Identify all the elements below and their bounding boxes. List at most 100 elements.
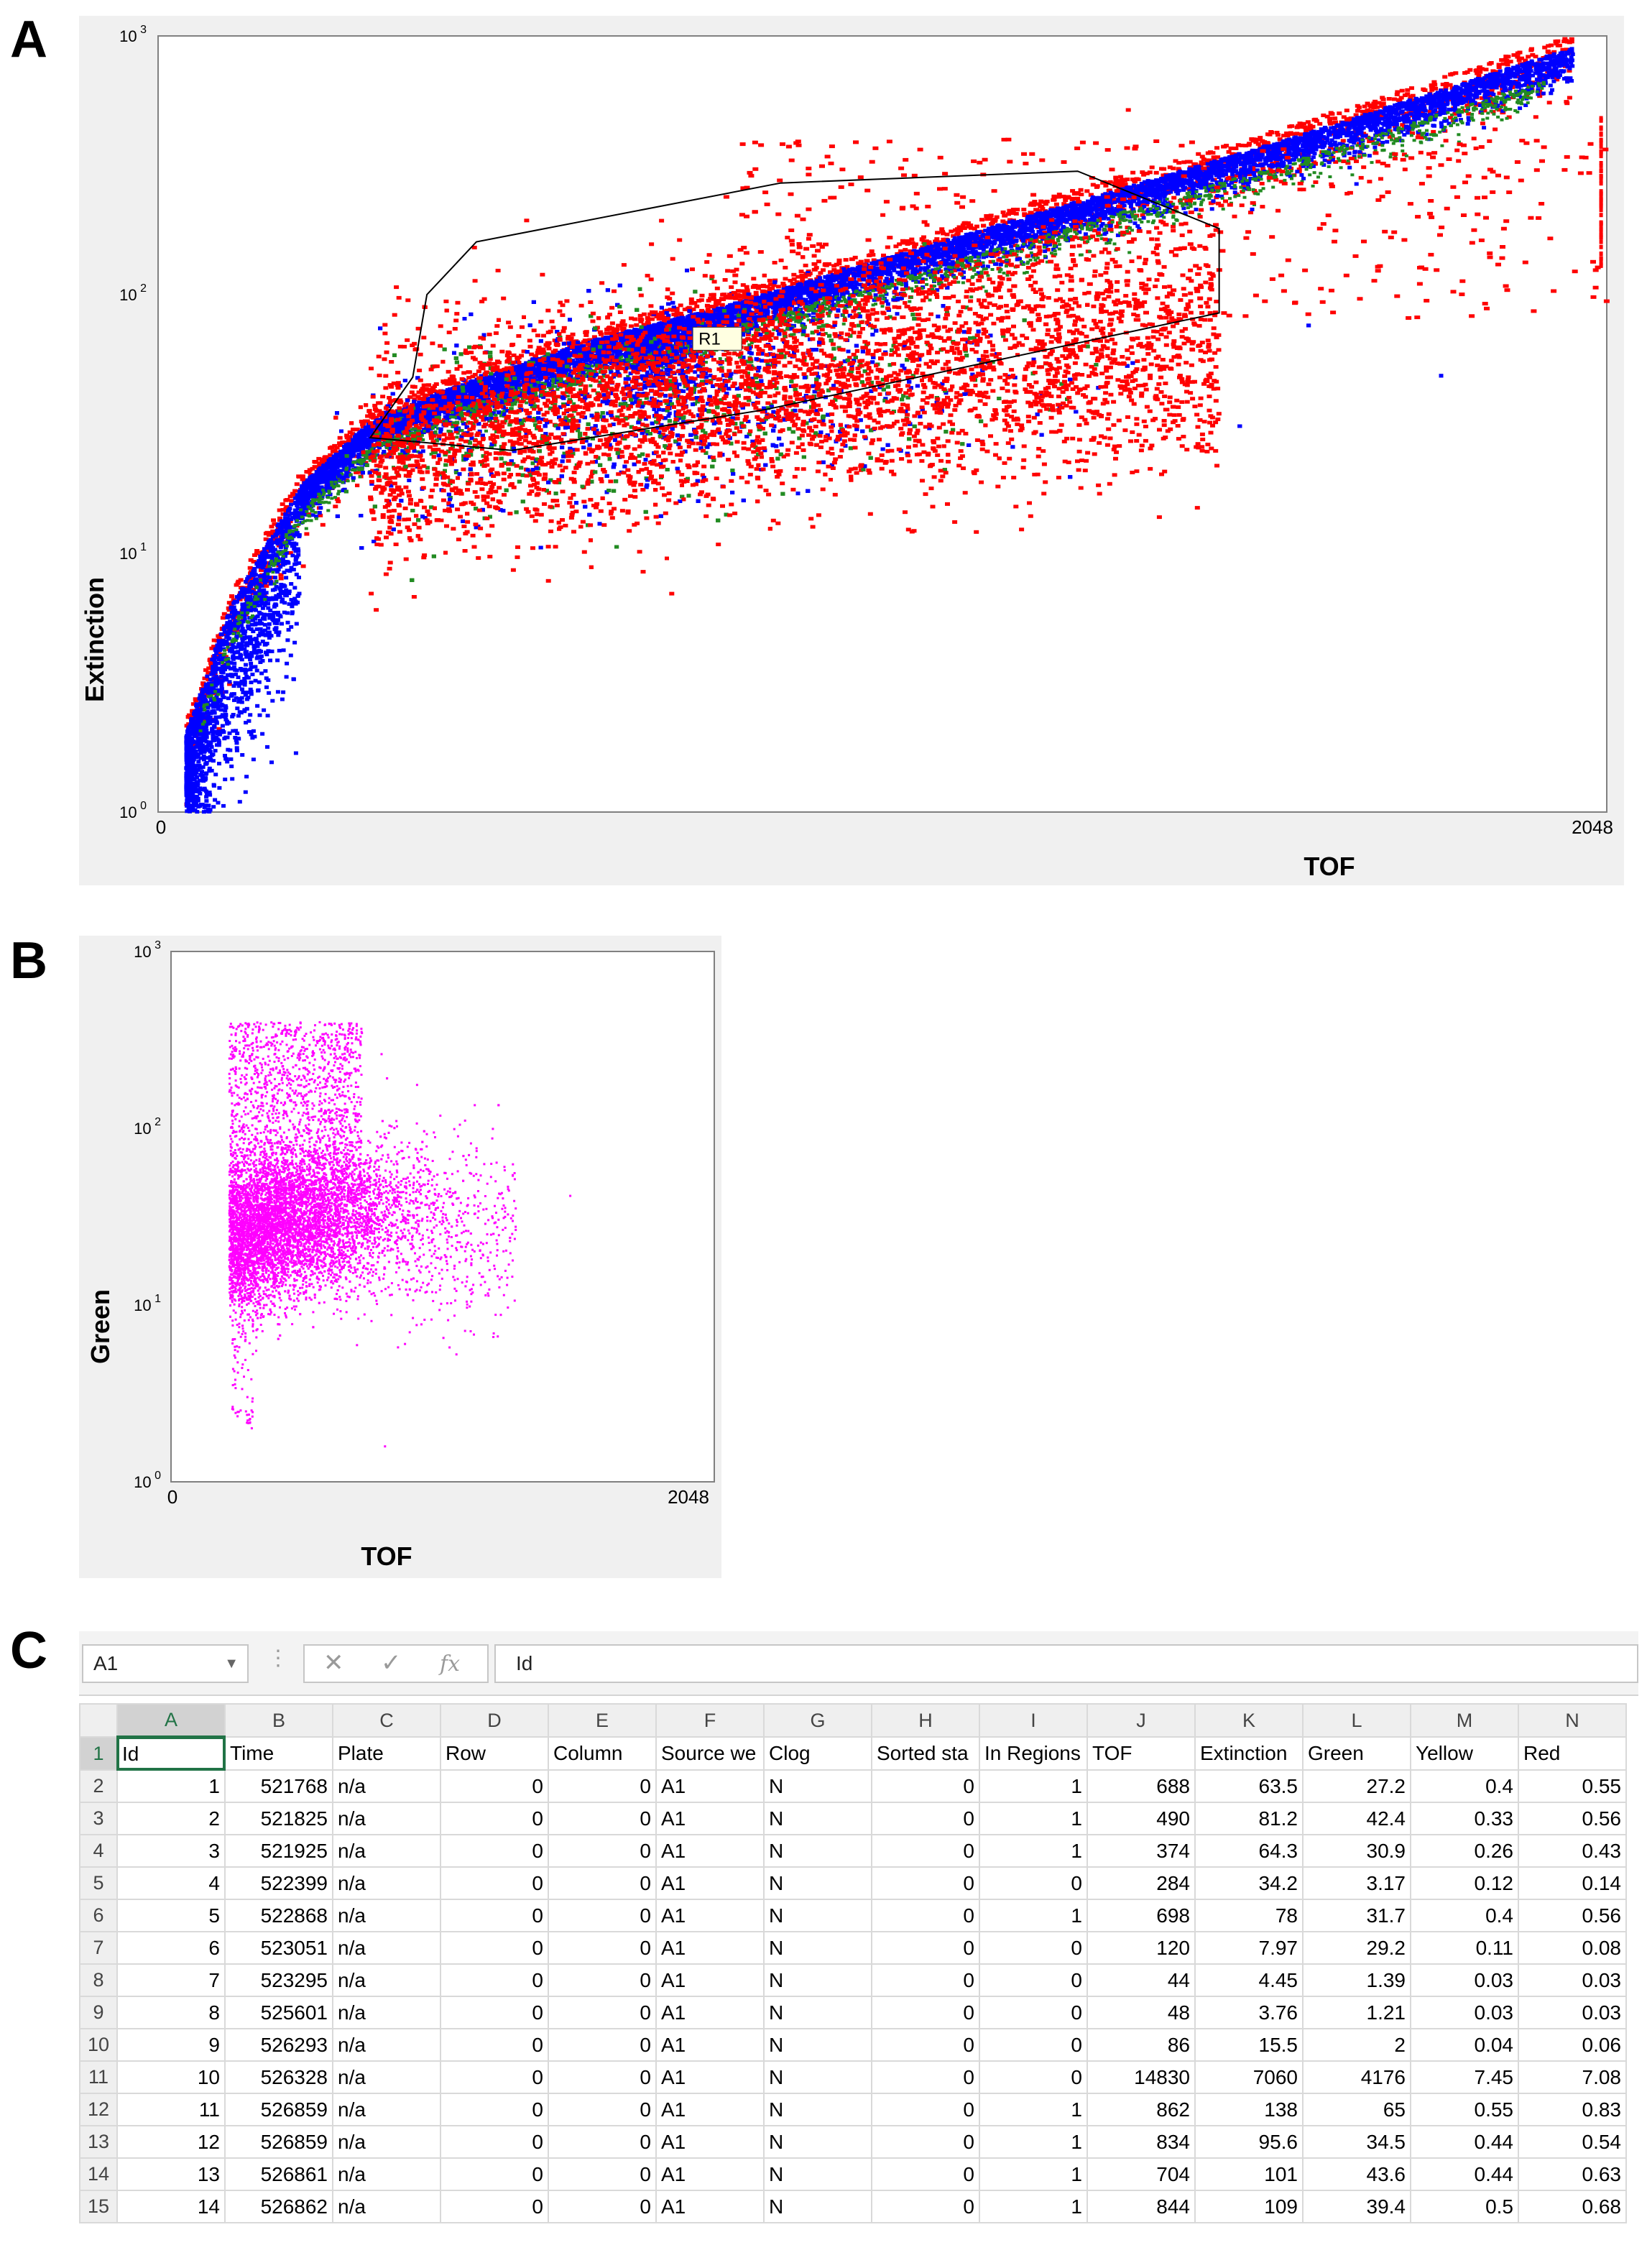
table-cell[interactable]: A1	[655, 1931, 765, 1965]
table-cell[interactable]: n/a	[332, 2157, 441, 2191]
table-cell[interactable]: 0.12	[1410, 1866, 1519, 1900]
table-cell[interactable]: 15.5	[1194, 2028, 1304, 2062]
table-cell[interactable]: A1	[655, 2093, 765, 2126]
row-header[interactable]: 7	[79, 1931, 118, 1965]
table-cell[interactable]: N	[763, 2028, 872, 2062]
table-cell[interactable]: Clog	[763, 1736, 872, 1771]
table-cell[interactable]: 3.17	[1302, 1866, 1411, 1900]
table-cell[interactable]: 0	[979, 1963, 1088, 1997]
column-header-b[interactable]: B	[224, 1703, 333, 1738]
table-cell[interactable]: N	[763, 1899, 872, 1932]
table-cell[interactable]: 0.14	[1518, 1866, 1627, 1900]
table-cell[interactable]: 0.03	[1410, 1963, 1519, 1997]
table-cell[interactable]: 0	[440, 1866, 549, 1900]
table-cell[interactable]: 0	[548, 2060, 657, 2094]
table-cell[interactable]: 526861	[224, 2157, 333, 2191]
table-cell[interactable]: 5	[116, 1899, 226, 1932]
table-cell[interactable]: N	[763, 2060, 872, 2094]
table-cell[interactable]: 0.33	[1410, 1802, 1519, 1835]
table-cell[interactable]: 0	[548, 1802, 657, 1835]
table-cell[interactable]: n/a	[332, 2028, 441, 2062]
table-cell[interactable]: N	[763, 1963, 872, 1997]
cancel-icon[interactable]: ✕	[323, 1649, 344, 1677]
table-cell[interactable]: N	[763, 1834, 872, 1868]
table-cell[interactable]: A1	[655, 1834, 765, 1868]
table-cell[interactable]: 0	[440, 2060, 549, 2094]
table-cell[interactable]: A1	[655, 1866, 765, 1900]
column-header-e[interactable]: E	[548, 1703, 657, 1738]
table-cell[interactable]: 0.04	[1410, 2028, 1519, 2062]
column-header-k[interactable]: K	[1194, 1703, 1304, 1738]
row-header[interactable]: 15	[79, 2190, 118, 2223]
table-cell[interactable]: 31.7	[1302, 1899, 1411, 1932]
table-cell[interactable]: 0.06	[1518, 2028, 1627, 2062]
table-cell[interactable]: A1	[655, 1802, 765, 1835]
table-cell[interactable]: 7	[116, 1963, 226, 1997]
table-cell[interactable]: 0.03	[1518, 1963, 1627, 1997]
table-cell[interactable]: 374	[1087, 1834, 1196, 1868]
table-cell[interactable]: A1	[655, 2190, 765, 2223]
table-cell[interactable]: 65	[1302, 2093, 1411, 2126]
table-cell[interactable]: 138	[1194, 2093, 1304, 2126]
table-cell[interactable]: 8	[116, 1996, 226, 2029]
table-cell[interactable]: 526328	[224, 2060, 333, 2094]
table-cell[interactable]: Column	[548, 1736, 657, 1771]
table-cell[interactable]: 0	[979, 1996, 1088, 2029]
column-header-h[interactable]: H	[871, 1703, 980, 1738]
table-cell[interactable]: 63.5	[1194, 1769, 1304, 1803]
table-cell[interactable]: 0.56	[1518, 1899, 1627, 1932]
table-cell[interactable]: 0.11	[1410, 1931, 1519, 1965]
table-cell[interactable]: Source we	[655, 1736, 765, 1771]
table-cell[interactable]: 688	[1087, 1769, 1196, 1803]
table-cell[interactable]: A1	[655, 1963, 765, 1997]
table-cell[interactable]: Row	[440, 1736, 549, 1771]
table-cell[interactable]: N	[763, 2190, 872, 2223]
row-header[interactable]: 11	[79, 2060, 118, 2094]
table-cell[interactable]: 0.03	[1518, 1996, 1627, 2029]
table-cell[interactable]: Plate	[332, 1736, 441, 1771]
column-header-f[interactable]: F	[655, 1703, 765, 1738]
table-cell[interactable]: 0.54	[1518, 2125, 1627, 2159]
table-cell[interactable]: N	[763, 1996, 872, 2029]
table-cell[interactable]: 0	[548, 2157, 657, 2191]
table-cell[interactable]: 27.2	[1302, 1769, 1411, 1803]
table-cell[interactable]: 0.03	[1410, 1996, 1519, 2029]
table-cell[interactable]: 0	[871, 1834, 980, 1868]
table-cell[interactable]: A1	[655, 2125, 765, 2159]
table-cell[interactable]: 0.55	[1410, 2093, 1519, 2126]
row-header[interactable]: 2	[79, 1769, 118, 1803]
more-options-icon[interactable]: ⋮	[267, 1646, 289, 1671]
table-cell[interactable]: 0	[440, 1931, 549, 1965]
table-cell[interactable]: 4.45	[1194, 1963, 1304, 1997]
table-cell[interactable]: 7.08	[1518, 2060, 1627, 2094]
region-r1-outline[interactable]	[369, 170, 1220, 451]
table-cell[interactable]: 0	[871, 1931, 980, 1965]
table-cell[interactable]: 0	[440, 1996, 549, 2029]
table-cell[interactable]: 14	[116, 2190, 226, 2223]
table-cell[interactable]: 4	[116, 1866, 226, 1900]
table-cell[interactable]: 0.26	[1410, 1834, 1519, 1868]
table-cell[interactable]: n/a	[332, 1834, 441, 1868]
fx-icon[interactable]: fx	[440, 1651, 460, 1677]
table-cell[interactable]: 7.97	[1194, 1931, 1304, 1965]
table-cell[interactable]: 0.4	[1410, 1769, 1519, 1803]
table-cell[interactable]: 0	[979, 1866, 1088, 1900]
table-cell[interactable]: 64.3	[1194, 1834, 1304, 1868]
table-cell[interactable]: 0	[548, 2093, 657, 2126]
row-header[interactable]: 10	[79, 2028, 118, 2062]
table-cell[interactable]: 10	[116, 2060, 226, 2094]
table-cell[interactable]: A1	[655, 1899, 765, 1932]
table-cell[interactable]: Yellow	[1410, 1736, 1519, 1771]
table-cell[interactable]: 834	[1087, 2125, 1196, 2159]
table-cell[interactable]: N	[763, 2093, 872, 2126]
table-cell[interactable]: 0	[871, 1899, 980, 1932]
table-cell[interactable]: 0	[440, 2125, 549, 2159]
table-cell[interactable]: n/a	[332, 2060, 441, 2094]
row-header[interactable]: 6	[79, 1899, 118, 1932]
table-cell[interactable]: 1	[979, 1899, 1088, 1932]
table-cell[interactable]: 7060	[1194, 2060, 1304, 2094]
table-cell[interactable]: 6	[116, 1931, 226, 1965]
table-cell[interactable]: Time	[224, 1736, 333, 1771]
table-cell[interactable]: A1	[655, 2157, 765, 2191]
table-cell[interactable]: n/a	[332, 1866, 441, 1900]
